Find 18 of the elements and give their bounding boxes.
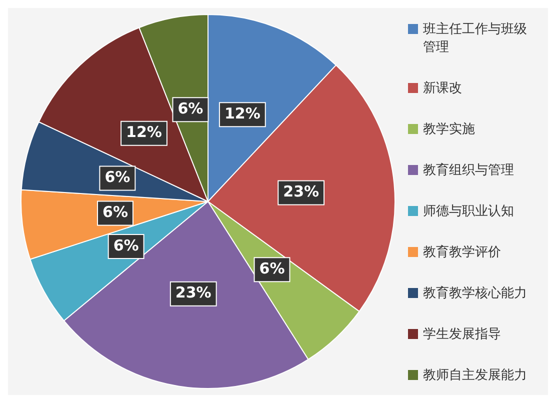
legend-label: 教育教学核心能力 (423, 284, 527, 302)
legend-label: 教育教学评价 (423, 244, 501, 260)
data-label: 6% (259, 260, 285, 278)
data-label: 12% (224, 104, 260, 122)
data-label: 6% (178, 100, 204, 118)
legend-label: 师德与职业认知 (423, 202, 514, 220)
data-label: 6% (113, 236, 139, 254)
legend-label: 教育组织与管理 (423, 162, 514, 178)
legend-label: 教师自主发展能力 (423, 366, 527, 384)
legend-label: 学生发展指导 (423, 326, 501, 342)
data-label: 6% (104, 168, 130, 186)
data-label: 23% (283, 182, 320, 201)
legend-label: 新课改 (423, 80, 462, 96)
data-label: 6% (102, 203, 128, 222)
legend-label: 班主任工作与班级管理 (423, 20, 528, 56)
data-label: 12% (126, 123, 162, 142)
data-label: 23% (175, 284, 212, 302)
legend-label: 教学实施 (423, 120, 475, 138)
